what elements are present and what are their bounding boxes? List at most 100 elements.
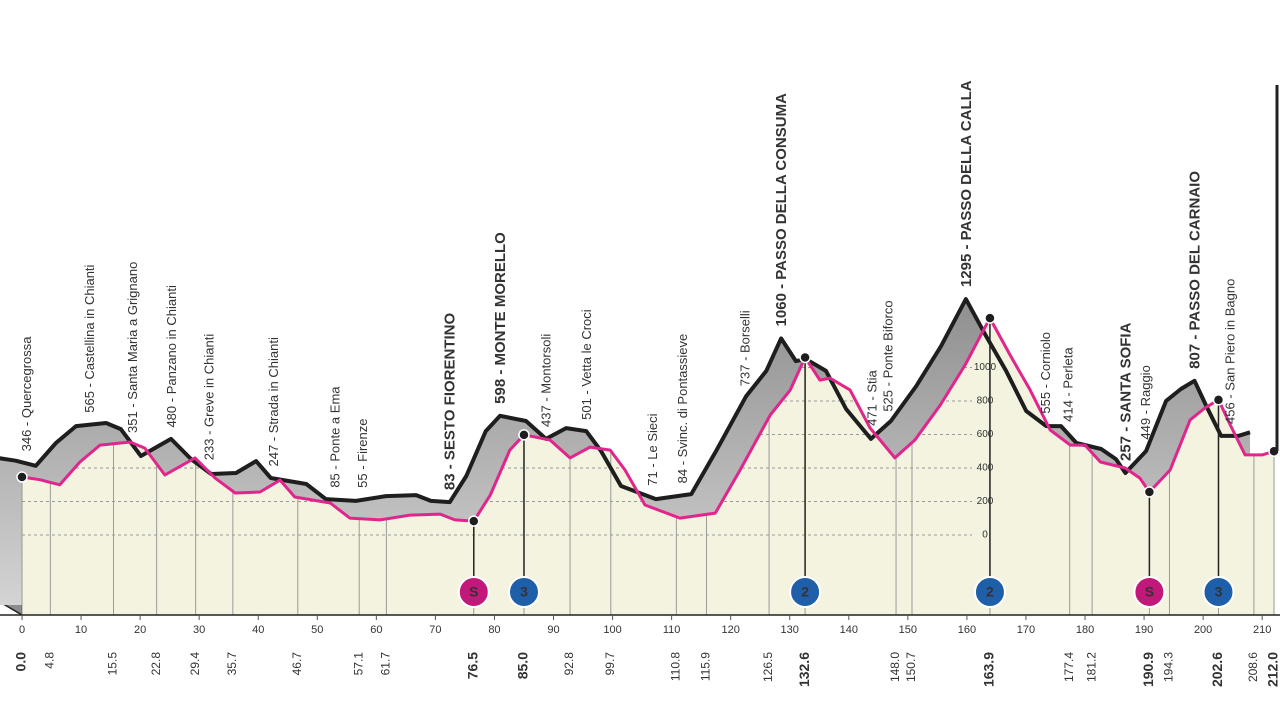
- waypoint-label: 598 - MONTE MORELLO: [492, 232, 509, 404]
- waypoint-label: 501 - Vetta le Croci: [579, 309, 594, 420]
- waypoint-label: 1295 - PASSO DELLA CALLA: [958, 80, 975, 287]
- x-tick-label: 60: [370, 624, 382, 636]
- profile-fill: [22, 318, 1274, 615]
- x-tick-label: 210: [1253, 624, 1271, 636]
- x-tick-label: 40: [252, 624, 264, 636]
- km-label: 190.9: [1140, 652, 1156, 687]
- x-tick-label: 90: [547, 624, 559, 636]
- x-tick-label: 110: [663, 624, 681, 636]
- x-tick-label: 170: [1017, 624, 1035, 636]
- km-label: 35.7: [225, 652, 239, 676]
- y-tick-label: 200: [977, 496, 994, 507]
- badge: [507, 576, 540, 608]
- km-label: 92.8: [562, 652, 576, 676]
- waypoint-label: 555 - Corniolo: [1038, 332, 1053, 414]
- back-ridge: [0, 297, 1251, 505]
- waypoint-label: 346 - Quercegrossa: [19, 336, 34, 452]
- waypoint-label: 55 - Firenze: [355, 419, 370, 488]
- badge-label: 2: [801, 584, 809, 600]
- km-label: 22.8: [149, 652, 163, 676]
- waypoint-label: 71 - Le Sieci: [645, 413, 660, 485]
- y-tick-label: 0: [982, 530, 988, 541]
- km-label: 148.0: [888, 652, 902, 682]
- km-label: 115.9: [699, 652, 713, 681]
- waypoint-dot: [1212, 394, 1225, 406]
- badge-label: 3: [520, 584, 528, 600]
- x-tick-label: 180: [1076, 624, 1094, 636]
- badge-label: S: [469, 584, 478, 600]
- x-tick-label: 130: [781, 624, 799, 636]
- badge-label: S: [1145, 584, 1154, 600]
- badge-label: 2: [986, 584, 994, 600]
- km-label: 29.4: [188, 652, 202, 676]
- waypoint-label: 1060 - PASSO DELLA CONSUMA: [773, 93, 790, 327]
- waypoint-label: 247 - Strada in Chianti: [266, 337, 281, 466]
- x-tick-label: 10: [75, 624, 87, 636]
- y-tick-label: 600: [977, 429, 994, 440]
- waypoint-label: 471 - Stia: [864, 369, 879, 425]
- waypoint-label: 85 - Ponte a Ema: [328, 386, 343, 488]
- y-tick-label: 400: [977, 463, 994, 474]
- km-label: 132.6: [796, 652, 812, 687]
- km-label: 4.8: [43, 652, 57, 669]
- waypoint-label: 233 - Greve in Chianti: [201, 334, 216, 461]
- badge-label: 3: [1215, 584, 1223, 600]
- waypoint-dot: [1143, 486, 1156, 498]
- waypoint-label: 84 - Svinc. di Pontassieve: [675, 334, 690, 484]
- x-tick-label: 120: [721, 624, 739, 636]
- km-label: 150.7: [904, 652, 918, 682]
- waypoint-label: 414 - Perleta: [1061, 347, 1076, 422]
- waypoint-label: 456 - San Piero in Bagno: [1222, 279, 1237, 424]
- x-tick-label: 70: [429, 624, 441, 636]
- waypoint-dot: [984, 312, 996, 324]
- x-tick-label: 0: [19, 624, 25, 636]
- km-label: 57.1: [351, 652, 365, 676]
- km-label: 99.7: [603, 652, 617, 676]
- km-label: 181.2: [1084, 652, 1098, 682]
- waypoint-dot: [16, 471, 28, 483]
- x-tick-label: 140: [840, 624, 858, 636]
- x-tick-label: 100: [603, 624, 621, 636]
- waypoint-label: 449 - Raggio: [1138, 365, 1153, 439]
- waypoint-label: 807 - PASSO DEL CARNAIO: [1186, 171, 1203, 369]
- km-label: 177.4: [1062, 652, 1076, 682]
- waypoint-dot: [468, 515, 480, 527]
- km-label: 163.9: [981, 652, 997, 687]
- km-label: 0.0: [13, 652, 29, 672]
- waypoint-dot: [799, 351, 811, 364]
- waypoint-label: 737 - Borselli: [738, 310, 753, 386]
- x-tick-label: 150: [899, 624, 917, 636]
- waypoint-label: 437 - Montorsoli: [538, 334, 553, 427]
- badge: [1202, 576, 1235, 608]
- badge: [789, 576, 822, 608]
- x-tick-label: 50: [311, 624, 323, 636]
- x-tick-label: 190: [1135, 624, 1153, 636]
- km-label: 208.6: [1246, 652, 1260, 682]
- km-label: 76.5: [464, 652, 480, 679]
- y-tick-label: 1000: [974, 362, 997, 373]
- km-label: 110.8: [669, 652, 683, 681]
- waypoint-label: 83 - SESTO FIORENTINO: [442, 313, 459, 491]
- waypoint-label: 351 - Santa Maria a Grignano: [125, 262, 140, 433]
- km-label: 85.0: [515, 652, 531, 679]
- x-tick-label: 200: [1194, 624, 1212, 636]
- badge: [1133, 576, 1166, 608]
- km-label: 202.6: [1209, 652, 1225, 687]
- layer: 0 200 400 600 800 1000 0 10 20 30 40 50 60 70 80 90 100 1…: [0, 80, 1280, 687]
- x-tick-label: 30: [193, 624, 205, 636]
- badge: [457, 576, 490, 608]
- km-label: 126.5: [761, 652, 775, 682]
- km-label: 194.3: [1162, 652, 1176, 682]
- km-label: 46.7: [290, 652, 304, 676]
- waypoint-label: 257 - SANTA SOFIA: [1117, 322, 1134, 461]
- badge: [973, 576, 1006, 608]
- waypoint-label: 525 - Ponte Biforco: [880, 300, 895, 411]
- profile-line: [21, 316, 1275, 523]
- km-label: 61.7: [379, 652, 393, 676]
- y-tick-label: 800: [977, 396, 994, 407]
- waypoint-label: 480 - Panzano in Chianti: [164, 285, 179, 427]
- x-tick-label: 20: [134, 624, 146, 636]
- km-label: 15.5: [106, 652, 120, 676]
